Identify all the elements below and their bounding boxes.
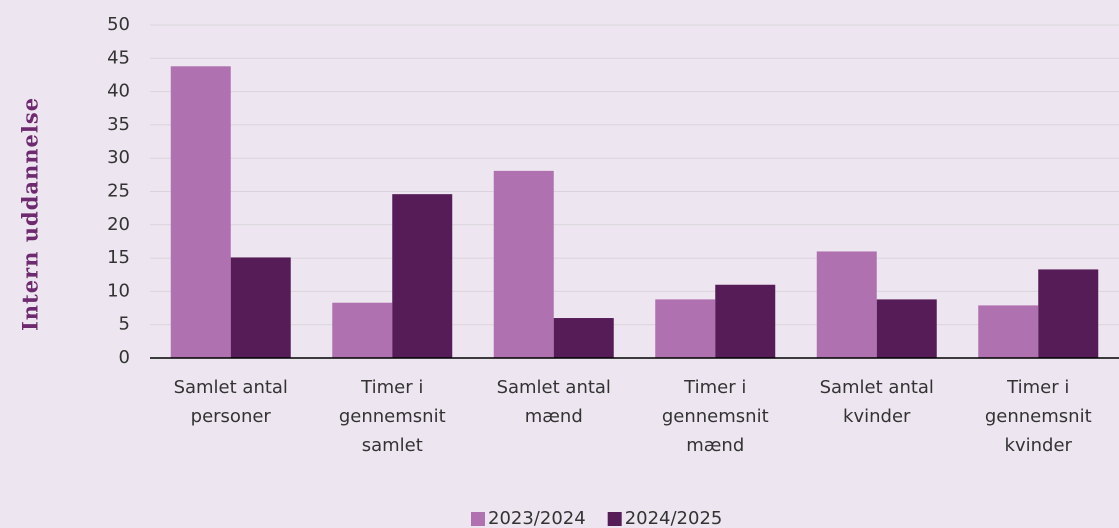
x-tick-label: Timer i gennemsnit samlet [339, 377, 446, 456]
y-axis-label: Intern uddannelse [18, 97, 43, 331]
y-tick-label: 20 [107, 214, 130, 235]
x-tick-label-line: Samlet antal [174, 377, 288, 398]
x-tick-label-line: Timer i [1006, 377, 1069, 398]
legend-label: 2024/2025 [625, 508, 723, 528]
x-tick-label-line: kvinder [1005, 435, 1073, 456]
y-tick-label: 35 [107, 114, 130, 135]
y-tick-label: 45 [107, 47, 130, 68]
bar [332, 302, 393, 358]
y-tick-label: 50 [107, 14, 130, 35]
bar [816, 251, 877, 358]
x-tick-label-line: gennemsnit [985, 406, 1092, 427]
x-tick-label: Samlet antal personer [174, 377, 288, 427]
bar [715, 284, 776, 358]
x-tick-label-line: mænd [686, 435, 744, 456]
legend-label: 2023/2024 [488, 508, 586, 528]
x-tick-label-line: Timer i [683, 377, 746, 398]
x-tick-label-line: personer [191, 406, 272, 427]
x-tick-label-line: gennemsnit [662, 406, 769, 427]
x-tick-label: Timer i gennemsnit mænd [662, 377, 769, 456]
y-tick-label: 5 [119, 314, 130, 335]
legend-swatch [471, 512, 485, 526]
y-tick-label: 25 [107, 181, 130, 202]
x-tick-label-line: Samlet antal [497, 377, 611, 398]
bar [978, 305, 1039, 358]
y-tick-label: 15 [107, 247, 130, 268]
bar [655, 299, 716, 358]
bar [553, 318, 614, 358]
x-tick-label-line: mænd [525, 406, 583, 427]
y-tick-label: 0 [119, 347, 130, 368]
x-tick-label-line: samlet [362, 435, 423, 456]
bar [876, 299, 937, 358]
x-tick-label-line: Samlet antal [820, 377, 934, 398]
x-tick-label-line: Timer i [360, 377, 423, 398]
bar [170, 66, 231, 359]
x-tick-label: Timer i gennemsnit kvinder [985, 377, 1092, 456]
x-tick-label: Samlet antal mænd [497, 377, 611, 427]
bar [1038, 269, 1099, 358]
x-tick-label-line: kvinder [843, 406, 911, 427]
y-tick-label: 10 [107, 280, 130, 301]
x-tick-label: Samlet antal kvinder [820, 377, 934, 427]
bar [493, 170, 554, 358]
legend-swatch [607, 512, 622, 526]
x-tick-label-line: gennemsnit [339, 406, 446, 427]
bar [392, 194, 453, 358]
bar [230, 257, 291, 358]
y-tick-label: 40 [107, 81, 130, 102]
y-tick-label: 30 [107, 147, 130, 168]
